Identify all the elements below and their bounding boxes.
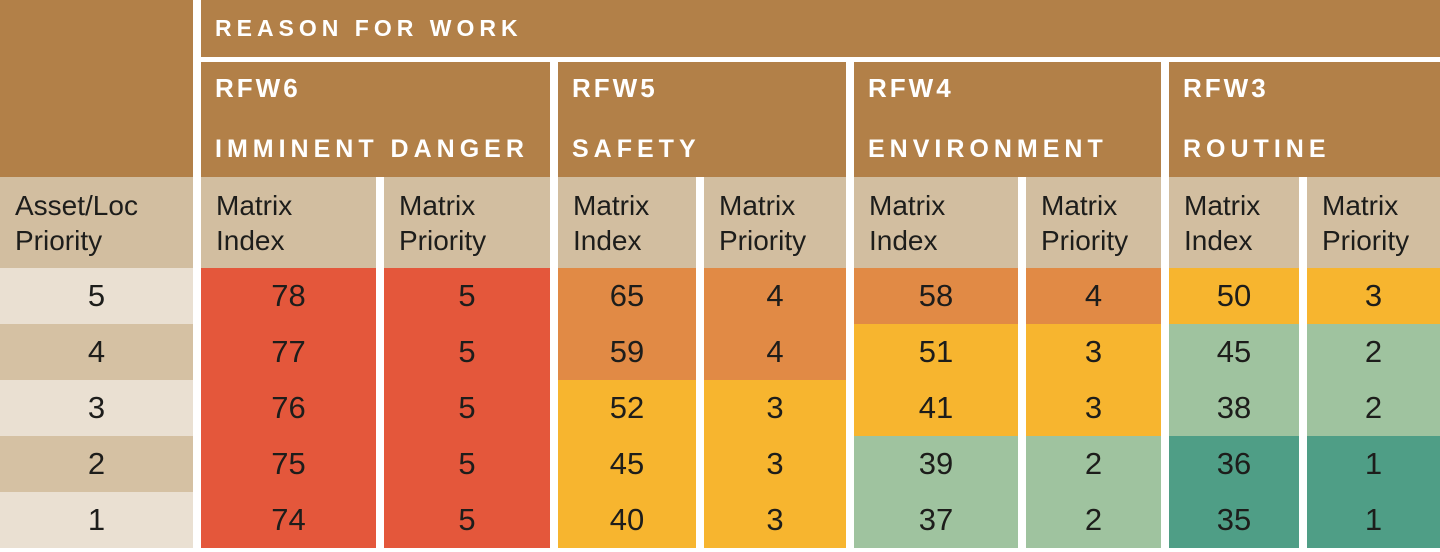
rfw6-matrix-priority-cell: 5 [384, 492, 550, 548]
rfw4-matrix-priority-cell: 2 [1026, 492, 1161, 548]
rfw3-matrix-priority-cell: 3 [1307, 268, 1440, 324]
column-header-rfw3-matrix-index: Matrix Index [1169, 177, 1299, 268]
rfw4-code: RFW4 [868, 73, 954, 103]
column-header-rfw6-matrix-priority: Matrix Priority [384, 177, 550, 268]
rfw4-matrix-index-cell: 51 [854, 324, 1018, 380]
rfw4-matrix-index-cell: 39 [854, 436, 1018, 492]
row-label: 4 [0, 324, 193, 380]
reason-for-work-title: REASON FOR WORK [215, 15, 523, 41]
rfw5-matrix-index-cell: 45 [558, 436, 696, 492]
rfw5-matrix-index-cell: 40 [558, 492, 696, 548]
rfw5-category-label: SAFETY [572, 135, 701, 163]
rfw3-matrix-priority-cell: 2 [1307, 324, 1440, 380]
rfw3-matrix-index-cell: 38 [1169, 380, 1299, 436]
group-header-rfw6: RFW6 IMMINENT DANGER [201, 62, 550, 177]
rfw5-matrix-index-cell: 65 [558, 268, 696, 324]
rfw3-matrix-priority-cell: 1 [1307, 436, 1440, 492]
rfw4-matrix-priority-cell: 3 [1026, 380, 1161, 436]
column-header-rfw4-matrix-priority: Matrix Priority [1026, 177, 1161, 268]
rfw6-matrix-priority-cell: 5 [384, 268, 550, 324]
row-label: 5 [0, 268, 193, 324]
rfw6-matrix-index-cell: 74 [201, 492, 376, 548]
rfw4-category-label: ENVIRONMENT [868, 135, 1108, 163]
rfw6-matrix-priority-cell: 5 [384, 324, 550, 380]
rfw5-matrix-priority-cell: 4 [704, 324, 846, 380]
row-label: 2 [0, 436, 193, 492]
column-header-rfw5-matrix-priority: Matrix Priority [704, 177, 846, 268]
row-label: 1 [0, 492, 193, 548]
rfw6-matrix-index-cell: 77 [201, 324, 376, 380]
rfw3-matrix-priority-cell: 2 [1307, 380, 1440, 436]
group-header-rfw3: RFW3 ROUTINE [1169, 62, 1440, 177]
rfw3-matrix-priority-cell: 1 [1307, 492, 1440, 548]
rfw6-matrix-index-cell: 75 [201, 436, 376, 492]
rfw3-category-label: ROUTINE [1183, 135, 1331, 163]
rfw5-matrix-index-cell: 59 [558, 324, 696, 380]
rfw3-matrix-index-cell: 50 [1169, 268, 1299, 324]
rfw6-matrix-priority-cell: 5 [384, 380, 550, 436]
rfw6-category-label: IMMINENT DANGER [215, 135, 529, 163]
rfw4-matrix-index-cell: 58 [854, 268, 1018, 324]
column-header-rfw3-matrix-priority: Matrix Priority [1307, 177, 1440, 268]
rfw5-code: RFW5 [572, 73, 658, 103]
rfw6-matrix-priority-cell: 5 [384, 436, 550, 492]
rfw5-matrix-priority-cell: 3 [704, 380, 846, 436]
rfw4-matrix-priority-cell: 4 [1026, 268, 1161, 324]
group-header-rfw5: RFW5 SAFETY [558, 62, 846, 177]
column-header-rfw6-matrix-index: Matrix Index [201, 177, 376, 268]
rfw5-matrix-priority-cell: 4 [704, 268, 846, 324]
group-header-rfw4: RFW4 ENVIRONMENT [854, 62, 1161, 177]
rfw4-matrix-index-cell: 37 [854, 492, 1018, 548]
rfw5-matrix-priority-cell: 3 [704, 436, 846, 492]
rfw6-code: RFW6 [215, 73, 301, 103]
column-header-rfw4-matrix-index: Matrix Index [854, 177, 1018, 268]
column-header-asset-loc-priority: Asset/Loc Priority [0, 177, 193, 268]
rfw3-code: RFW3 [1183, 73, 1269, 103]
rfw3-matrix-index-cell: 35 [1169, 492, 1299, 548]
row-label: 3 [0, 380, 193, 436]
rfw5-matrix-priority-cell: 3 [704, 492, 846, 548]
rfw3-matrix-index-cell: 45 [1169, 324, 1299, 380]
column-header-rfw5-matrix-index: Matrix Index [558, 177, 696, 268]
rfw6-matrix-index-cell: 78 [201, 268, 376, 324]
rfw4-matrix-index-cell: 41 [854, 380, 1018, 436]
rfw6-matrix-index-cell: 76 [201, 380, 376, 436]
rfw4-matrix-priority-cell: 2 [1026, 436, 1161, 492]
rfw4-matrix-priority-cell: 3 [1026, 324, 1161, 380]
rfw3-matrix-index-cell: 36 [1169, 436, 1299, 492]
rfw5-matrix-index-cell: 52 [558, 380, 696, 436]
corner-block [0, 0, 193, 177]
reason-for-work-band: REASON FOR WORK [201, 0, 1440, 57]
